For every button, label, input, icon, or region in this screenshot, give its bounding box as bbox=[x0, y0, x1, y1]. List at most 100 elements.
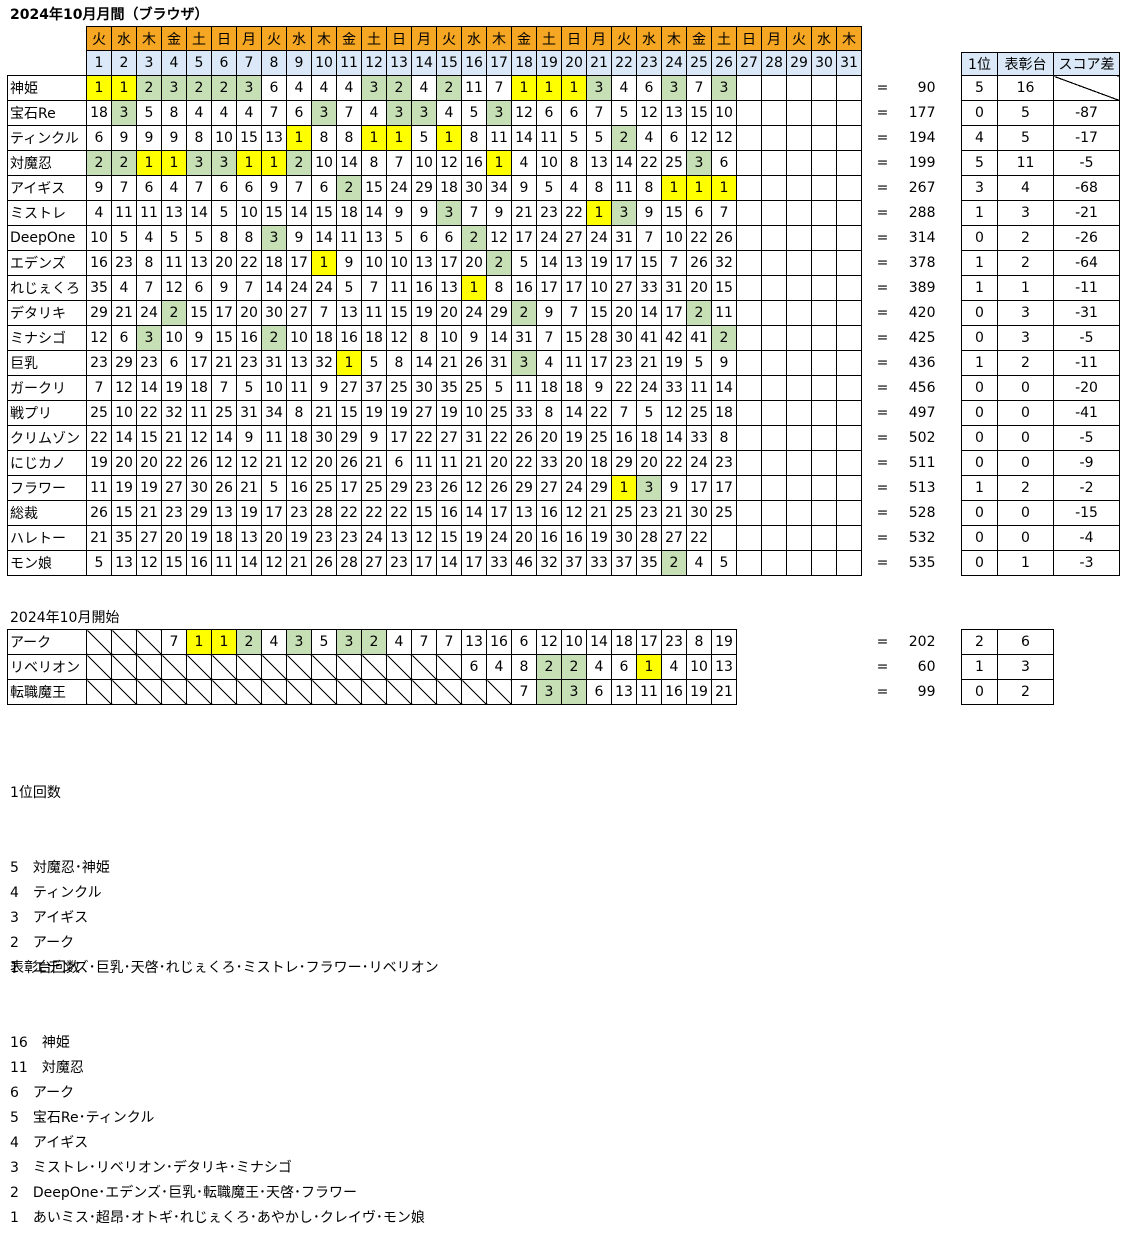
rank-cell[interactable] bbox=[811, 449, 837, 476]
day-header[interactable]: 17 bbox=[486, 50, 512, 76]
rank-cell[interactable]: 22 bbox=[486, 424, 512, 451]
equals-cell[interactable]: = bbox=[876, 454, 889, 471]
title-name-cell[interactable]: ティンクル bbox=[7, 124, 87, 151]
spacer-cell[interactable] bbox=[862, 225, 872, 250]
rank-cell[interactable]: 8 bbox=[136, 249, 162, 276]
rank-cell[interactable]: 8 bbox=[686, 629, 712, 655]
rank-cell[interactable]: 19 bbox=[586, 249, 612, 276]
rank-cell[interactable] bbox=[836, 324, 862, 351]
empty-slash-cell[interactable] bbox=[136, 679, 162, 705]
first-count-cell[interactable]: 0 bbox=[961, 450, 998, 476]
rank-cell[interactable] bbox=[786, 74, 812, 101]
rank-cell[interactable]: 19 bbox=[461, 524, 487, 551]
rank-cell[interactable]: 11 bbox=[536, 124, 562, 151]
rank-cell[interactable] bbox=[836, 224, 862, 251]
rank-cell[interactable] bbox=[836, 124, 862, 151]
empty-slash-cell[interactable] bbox=[111, 679, 137, 705]
rank-cell[interactable]: 29 bbox=[411, 174, 437, 201]
rank-cell[interactable]: 16 bbox=[186, 549, 212, 576]
rank-cell[interactable]: 8 bbox=[586, 174, 612, 201]
rank-cell[interactable]: 12 bbox=[436, 149, 462, 176]
rank-cell[interactable] bbox=[786, 299, 812, 326]
rank-cell[interactable]: 4 bbox=[386, 629, 412, 655]
empty-slash-cell[interactable] bbox=[86, 654, 112, 680]
rank-cell[interactable]: 27 bbox=[436, 424, 462, 451]
rank-cell[interactable]: 6 bbox=[686, 199, 712, 226]
score-diff-cell[interactable]: -2 bbox=[1053, 475, 1120, 501]
rank-cell[interactable]: 29 bbox=[336, 424, 362, 451]
first-count-cell[interactable]: 4 bbox=[961, 125, 998, 151]
rank-cell[interactable]: 5 bbox=[486, 374, 512, 401]
rank-cell[interactable]: 30 bbox=[261, 299, 287, 326]
podium-count-cell[interactable]: 3 bbox=[997, 325, 1054, 351]
rank-cell[interactable]: 2 bbox=[561, 654, 587, 680]
rank-cell[interactable]: 6 bbox=[111, 324, 137, 351]
day-header[interactable]: 1 bbox=[86, 50, 112, 76]
rank-cell[interactable]: 10 bbox=[111, 399, 137, 426]
rank-cell[interactable]: 9 bbox=[361, 424, 387, 451]
rank-cell[interactable]: 8 bbox=[711, 424, 737, 451]
empty-slash-cell[interactable] bbox=[111, 629, 137, 655]
rank-cell[interactable]: 6 bbox=[236, 174, 262, 201]
rank-cell[interactable] bbox=[761, 299, 787, 326]
rank-cell[interactable]: 17 bbox=[286, 249, 312, 276]
title-name-cell[interactable]: デタリキ bbox=[7, 299, 87, 326]
rank-cell[interactable]: 3 bbox=[661, 74, 687, 101]
rank-cell[interactable] bbox=[811, 399, 837, 426]
rank-cell[interactable]: 11 bbox=[211, 549, 237, 576]
rank-cell[interactable]: 28 bbox=[636, 524, 662, 551]
total-cell[interactable]: 502 bbox=[908, 429, 936, 446]
podium-count-cell[interactable]: 1 bbox=[997, 550, 1054, 576]
rank-cell[interactable]: 24 bbox=[561, 474, 587, 501]
spacer-cell[interactable] bbox=[862, 175, 872, 200]
rank-cell[interactable]: 28 bbox=[586, 324, 612, 351]
rank-cell[interactable] bbox=[736, 424, 762, 451]
rank-cell[interactable]: 10 bbox=[561, 629, 587, 655]
rank-cell[interactable]: 30 bbox=[186, 474, 212, 501]
rank-cell[interactable]: 19 bbox=[711, 629, 737, 655]
rank-cell[interactable]: 29 bbox=[186, 499, 212, 526]
rank-cell[interactable]: 20 bbox=[261, 524, 287, 551]
rank-cell[interactable]: 10 bbox=[586, 274, 612, 301]
rank-cell[interactable]: 13 bbox=[511, 499, 537, 526]
day-header[interactable]: 25 bbox=[686, 50, 712, 76]
rank-cell[interactable]: 25 bbox=[461, 374, 487, 401]
rank-cell[interactable]: 15 bbox=[236, 124, 262, 151]
rank-cell[interactable]: 9 bbox=[336, 249, 362, 276]
rank-cell[interactable]: 7 bbox=[686, 74, 712, 101]
rank-cell[interactable]: 24 bbox=[536, 224, 562, 251]
spacer-cell[interactable] bbox=[862, 655, 872, 680]
equals-cell[interactable]: = bbox=[876, 304, 889, 321]
rank-cell[interactable]: 33 bbox=[586, 549, 612, 576]
rank-cell[interactable]: 31 bbox=[611, 224, 637, 251]
rank-cell[interactable]: 9 bbox=[536, 299, 562, 326]
rank-cell[interactable]: 2 bbox=[361, 629, 387, 655]
day-header[interactable]: 30 bbox=[811, 50, 837, 76]
rank-cell[interactable]: 23 bbox=[136, 349, 162, 376]
rank-cell[interactable]: 5 bbox=[86, 549, 112, 576]
rank-cell[interactable] bbox=[786, 424, 812, 451]
rank-cell[interactable]: 42 bbox=[661, 324, 687, 351]
weekday-header[interactable]: 火 bbox=[436, 26, 462, 51]
rank-cell[interactable]: 22 bbox=[586, 399, 612, 426]
rank-cell[interactable]: 3 bbox=[111, 99, 137, 126]
rank-cell[interactable]: 27 bbox=[561, 224, 587, 251]
rank-cell[interactable]: 19 bbox=[236, 499, 262, 526]
podium-count-cell[interactable]: 0 bbox=[997, 525, 1054, 551]
rank-cell[interactable]: 1 bbox=[336, 349, 362, 376]
rank-cell[interactable]: 16 bbox=[611, 424, 637, 451]
day-header[interactable]: 15 bbox=[436, 50, 462, 76]
rank-cell[interactable]: 25 bbox=[361, 474, 387, 501]
rank-cell[interactable]: 15 bbox=[411, 499, 437, 526]
rank-cell[interactable]: 1 bbox=[461, 274, 487, 301]
rank-cell[interactable] bbox=[786, 474, 812, 501]
rank-cell[interactable]: 17 bbox=[561, 274, 587, 301]
rank-cell[interactable]: 12 bbox=[261, 549, 287, 576]
rank-cell[interactable]: 9 bbox=[386, 199, 412, 226]
rank-cell[interactable]: 14 bbox=[511, 124, 537, 151]
title-name-cell[interactable]: モン娘 bbox=[7, 549, 87, 576]
score-diff-cell[interactable]: -4 bbox=[1053, 525, 1120, 551]
rank-cell[interactable]: 1 bbox=[386, 124, 412, 151]
weekday-header[interactable]: 金 bbox=[511, 26, 537, 51]
rank-cell[interactable]: 8 bbox=[411, 324, 437, 351]
